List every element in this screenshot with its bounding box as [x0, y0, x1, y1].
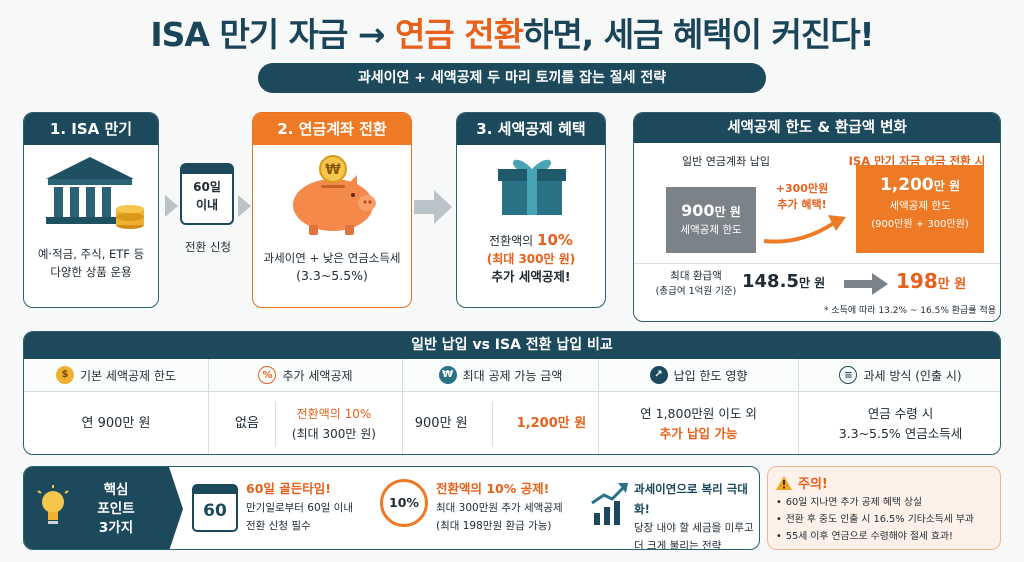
step2-desc-line1: 과세이연 + 낮은 연금소득세 — [263, 251, 401, 265]
warning-box: 주의! 60일 지나면 추가 공제 혜택 상실 전환 후 중도 인출 시 16.… — [767, 466, 1001, 550]
step2-title: 2. 연금계좌 전환 — [253, 113, 411, 145]
step3-line3: 추가 세액공제! — [491, 269, 571, 284]
refund-label: 최대 환급액 (총급여 1억원 기준) — [655, 270, 737, 297]
panel-left-label: 일반 연금계좌 납입 — [682, 155, 770, 168]
bonus-note: +300만원 추가 혜택! — [775, 182, 829, 211]
chevron-right-icon — [238, 195, 251, 217]
compare-col-extra-credit: % 추가 세액공제 없음 전환액의 10% (최대 300만 원) — [209, 359, 403, 454]
step1-desc-line2: 다양한 상품 운용 — [50, 265, 132, 279]
chevron-right-icon — [165, 195, 178, 217]
percent-badge-icon: 10% — [380, 479, 428, 527]
warning-item: 55세 이후 연금으로 수령해야 절세 효과! — [776, 528, 992, 545]
calendar-icon: 60일 이내 — [180, 163, 234, 225]
calendar-line2: 이내 — [195, 198, 219, 212]
lightbulb-icon — [37, 485, 69, 524]
key-points-label: 핵심 포인트 3가지 — [97, 482, 135, 536]
step1-desc-line1: 예·적금, 주식, ETF 등 — [37, 247, 145, 261]
point-compound: 과세이연으로 복리 극대화! 당장 내야 할 세금을 미루고 더 크게 불리는 … — [634, 482, 754, 550]
compare-col-tax-method: ≡ 과세 방식 (인출 시) 연금 수령 시 3.3~5.5% 연금소득세 — [799, 359, 1000, 454]
step3-line2: (최대 300만 원) — [486, 252, 576, 266]
warning-item: 60일 지나면 추가 공제 혜택 상실 — [776, 494, 992, 511]
warning-item: 전환 후 중도 인출 시 16.5% 기타소득세 부과 — [776, 511, 992, 528]
key-points-strip: 핵심 포인트 3가지 60 60일 골든타임! 만기일로부터 60일 이내 전환… — [23, 466, 760, 550]
step-tax-credit-card: 3. 세액공제 혜택 전환액의 10% (최대 300만 원) 추가 세액공제! — [456, 112, 606, 308]
refund-general: 148.5만 원 — [742, 271, 826, 292]
arrow-right-icon — [844, 273, 888, 295]
panel-title: 세액공제 한도 & 환급액 변화 — [634, 113, 1000, 143]
chart-up-icon: ↗ — [649, 366, 668, 384]
coins-icon — [116, 205, 144, 229]
step2-desc-line2: (3.3~5.5%) — [296, 268, 368, 283]
subtitle-banner: 과세이연 + 세액공제 두 마리 토끼를 잡는 절세 전략 — [258, 63, 766, 93]
compare-col-max-deduction: ₩ 최대 공제 가능 금액 900만 원 1,200만 원 — [403, 359, 599, 454]
compare-col-payment-limit: ↗ 납입 한도 영향 연 1,800만원 이도 외 추가 납입 가능 — [599, 359, 799, 454]
arrow-right-icon — [414, 190, 452, 224]
comparison-title: 일반 납입 vs ISA 전환 납입 비교 — [24, 332, 1000, 359]
curved-arrow-icon — [763, 215, 846, 244]
calendar-icon: 60 — [192, 484, 238, 532]
comparison-table: 일반 납입 vs ISA 전환 납입 비교 $ 기본 세액공제 한도 연 900만… — [23, 331, 1001, 455]
calendar-line1: 60일 — [193, 180, 221, 194]
step3-line1: 전환액의 10% — [489, 231, 573, 249]
point-golden-time: 60일 골든타임! 만기일로부터 60일 이내 전환 신청 필수 — [246, 481, 353, 532]
step3-title: 3. 세액공제 혜택 — [457, 113, 605, 145]
warning-title: 주의! — [798, 477, 828, 492]
step1-title: 1. ISA 만기 — [24, 113, 158, 145]
document-search-icon: ≡ — [839, 366, 858, 384]
refund-note: * 소득에 따라 13.2% ~ 16.5% 환급률 적용 — [823, 306, 996, 316]
step-pension-transfer-card: 2. 연금계좌 전환 ₩ 과세이연 + 낮은 연금소득세 (3.3~5.5%) — [252, 112, 412, 308]
svg-text:₩: ₩ — [325, 162, 341, 178]
money-bag-icon: ₩ — [438, 366, 457, 384]
coins-icon: $ — [56, 366, 75, 384]
key-points-badge: 핵심 포인트 3가지 — [24, 467, 169, 549]
step-isa-maturity-card: 1. ISA 만기 예·적금, 주식, ETF 등 다양한 상품 운용 — [23, 112, 159, 308]
piggy-bank-icon: ₩ — [293, 155, 376, 235]
page-title: ISA 만기 자금 → 연금 전환하면, 세금 혜택이 커진다! — [150, 15, 874, 54]
refund-isa: 198만 원 — [896, 269, 967, 293]
bank-icon — [46, 157, 144, 229]
point-ten-percent: 전환액의 10% 공제! 최대 300만원 추가 세액공제 (최대 198만원 … — [436, 481, 563, 532]
gift-icon — [498, 159, 566, 215]
warning-icon — [776, 475, 792, 490]
percent-icon: % — [258, 366, 277, 384]
transfer-request-label: 전환 신청 — [185, 240, 231, 254]
credit-limit-panel: 세액공제 한도 & 환급액 변화 일반 연금계좌 납입 ISA 만기 자금 연금… — [633, 112, 1001, 322]
chart-up-icon — [591, 483, 628, 525]
compare-col-basic-limit: $ 기본 세액공제 한도 연 900만 원 — [24, 359, 209, 454]
bar-isa-limit: 1,200만 원 세액공제 한도 (900만원 + 300만원) — [856, 165, 984, 253]
panel-right-label: ISA 만기 자금 연금 전환 시 — [848, 154, 986, 168]
coin-icon: ₩ — [319, 155, 347, 183]
bar-general-limit: 900만 원 세액공제 한도 — [666, 187, 756, 253]
